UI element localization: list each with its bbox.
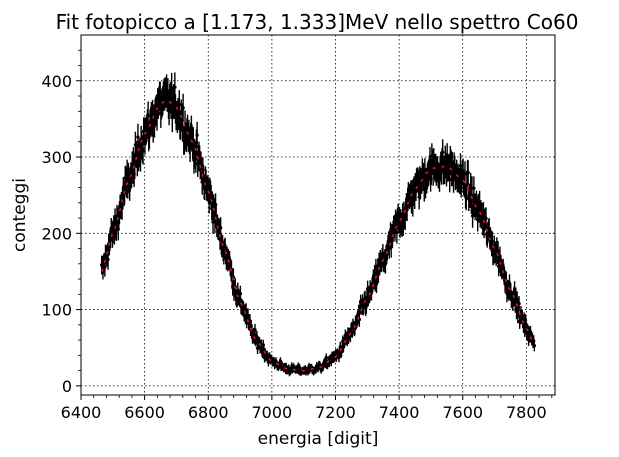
data-point: [395, 230, 399, 235]
data-point: [374, 282, 379, 286]
data-point: [255, 335, 259, 339]
y-tick-label: 0: [62, 377, 72, 396]
fit-layer: [100, 99, 535, 372]
x-tick-label: 6400: [61, 403, 102, 422]
x-tick-label: 7400: [379, 403, 420, 422]
x-tick-label: 6600: [124, 403, 165, 422]
data-point: [238, 291, 243, 296]
data-point: [496, 249, 500, 253]
data-point: [441, 150, 445, 154]
data-point: [173, 85, 177, 89]
data-point: [484, 216, 488, 221]
data-point: [411, 202, 415, 207]
data-point: [517, 301, 521, 306]
data-point: [169, 85, 174, 90]
data-point: [195, 133, 199, 137]
data-point: [469, 200, 474, 204]
data-point: [458, 164, 463, 168]
data-point: [490, 240, 495, 244]
data-point: [278, 359, 283, 363]
x-tick-label: 6800: [188, 403, 229, 422]
data-point: [218, 226, 223, 230]
y-tick-label: 400: [41, 72, 72, 91]
plot-frame: [80, 34, 556, 396]
axes: 6400 6600 6800 7000 7200 7400 7600 7800 0 100 200 3…: [41, 49, 553, 422]
data-point: [116, 227, 120, 231]
data-point: [103, 265, 107, 269]
x-tick-label: 7800: [506, 403, 547, 422]
data-point: [141, 149, 145, 153]
x-tick-label: 7200: [315, 403, 356, 422]
data-point: [448, 177, 452, 182]
y-tick-label: 300: [41, 148, 72, 167]
x-tick-label: 7600: [442, 403, 483, 422]
data-point: [194, 157, 198, 162]
data-point: [466, 170, 470, 175]
data-point: [324, 355, 328, 360]
fit-curve: [100, 99, 535, 372]
data-point: [253, 328, 257, 332]
y-tick-label: 100: [41, 301, 72, 320]
data-point: [261, 343, 265, 347]
y-axis-label: conteggi: [10, 178, 30, 252]
data-point: [524, 322, 528, 326]
chart-title: Fit fotopicco a [1.173, 1.333]MeV nello …: [56, 10, 579, 34]
x-tick-label: 7000: [252, 403, 293, 422]
data-point: [106, 257, 110, 262]
data-point: [472, 186, 476, 190]
data-layer: [99, 72, 537, 377]
x-axis-label: energia [digit]: [258, 429, 379, 449]
data-point: [181, 106, 185, 110]
data-point: [177, 102, 181, 107]
data-point: [136, 135, 140, 139]
data-point: [463, 172, 467, 176]
data-point: [297, 365, 302, 369]
data-point: [532, 343, 537, 348]
data-point: [146, 113, 150, 118]
y-tick-label: 200: [41, 224, 72, 243]
